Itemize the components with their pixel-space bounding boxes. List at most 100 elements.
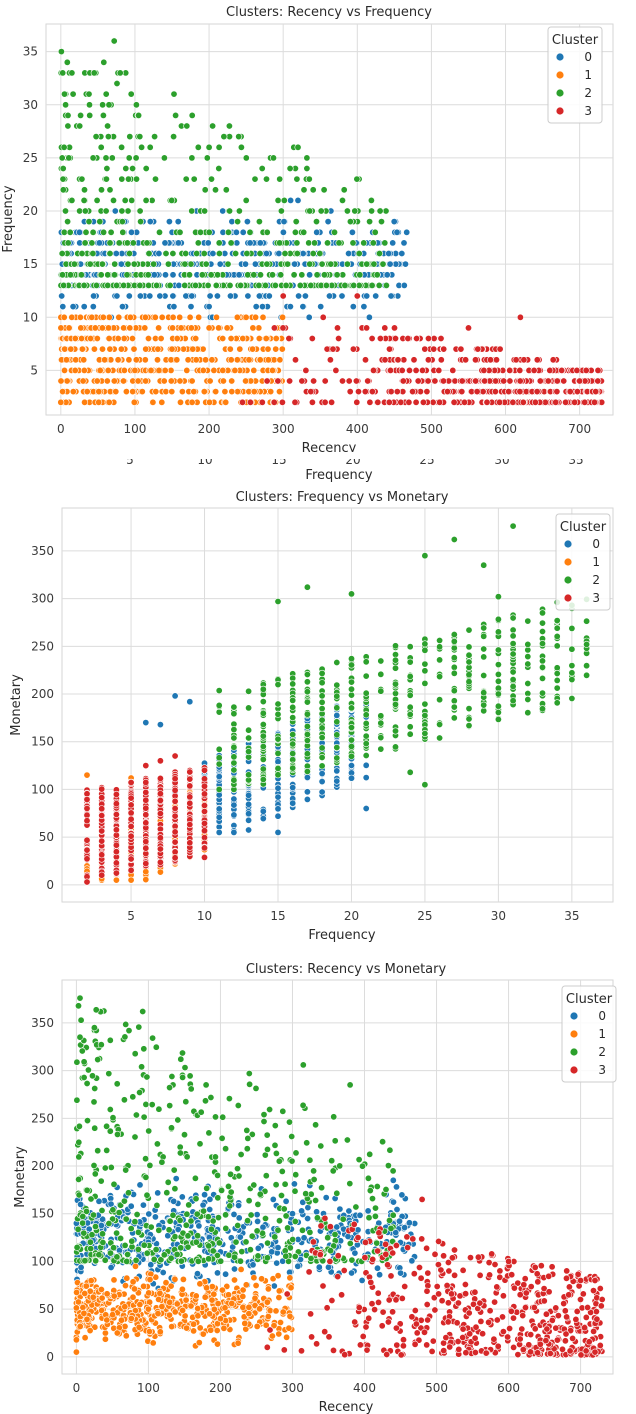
point-cluster-1 (93, 334, 101, 342)
point-cluster-1 (80, 356, 88, 364)
point-cluster-2 (494, 690, 502, 698)
point-cluster-2 (421, 660, 429, 668)
point-cluster-2 (89, 228, 97, 236)
point-cluster-0 (347, 774, 355, 782)
point-cluster-2 (406, 710, 414, 718)
point-cluster-3 (431, 377, 439, 385)
point-cluster-0 (178, 1193, 186, 1201)
point-cluster-1 (206, 377, 214, 385)
point-cluster-3 (345, 377, 353, 385)
point-cluster-1 (205, 324, 213, 332)
point-cluster-0 (259, 807, 267, 815)
point-cluster-0 (408, 1257, 416, 1265)
point-cluster-0 (214, 1269, 222, 1277)
point-cluster-0 (111, 207, 119, 215)
point-cluster-2 (289, 696, 297, 704)
point-cluster-0 (162, 271, 170, 279)
point-cluster-1 (57, 324, 65, 332)
point-cluster-2 (346, 218, 354, 226)
point-cluster-2 (450, 663, 458, 671)
point-cluster-0 (155, 250, 163, 258)
point-cluster-3 (127, 794, 135, 802)
point-cluster-3 (413, 334, 421, 342)
point-cluster-2 (97, 271, 105, 279)
point-cluster-3 (450, 398, 458, 406)
point-cluster-1 (176, 313, 184, 321)
point-cluster-2 (274, 681, 282, 689)
y-tick-label: 5 (30, 363, 38, 377)
overlapped-frequency-axis: 5 10 15 20 25 30 35 Frequency (60, 452, 620, 483)
point-cluster-2 (377, 687, 385, 695)
x-tick-label: 25 (417, 909, 432, 923)
point-cluster-0 (174, 239, 182, 247)
point-cluster-2 (121, 196, 129, 204)
legend-marker-3 (564, 594, 572, 602)
point-cluster-2 (150, 260, 158, 268)
point-cluster-2 (286, 165, 294, 173)
point-cluster-2 (93, 196, 101, 204)
point-cluster-1 (161, 366, 169, 374)
point-cluster-2 (450, 535, 458, 543)
point-cluster-3 (376, 334, 384, 342)
point-cluster-1 (278, 345, 286, 353)
point-cluster-0 (235, 1202, 243, 1210)
point-cluster-2 (118, 143, 126, 151)
legend-marker-0 (556, 53, 564, 61)
point-cluster-2 (318, 724, 326, 732)
point-cluster-3 (112, 800, 120, 808)
point-cluster-2 (111, 271, 119, 279)
point-cluster-1 (120, 377, 128, 385)
point-cluster-0 (294, 196, 302, 204)
point-cluster-3 (270, 398, 278, 406)
point-cluster-2 (93, 281, 101, 289)
point-cluster-2 (162, 250, 170, 258)
legend-marker-1 (556, 71, 564, 79)
point-cluster-2 (296, 281, 304, 289)
point-cluster-0 (175, 281, 183, 289)
point-cluster-0 (347, 761, 355, 769)
point-cluster-2 (268, 271, 276, 279)
point-cluster-2 (363, 260, 371, 268)
point-cluster-2 (494, 661, 502, 669)
point-cluster-0 (315, 1263, 323, 1271)
point-cluster-2 (85, 90, 93, 98)
y-axis-label: Frequency (1, 185, 16, 252)
point-cluster-2 (289, 740, 297, 748)
point-cluster-2 (215, 745, 223, 753)
point-cluster-1 (275, 388, 283, 396)
point-cluster-2 (371, 228, 379, 236)
point-cluster-0 (77, 1200, 85, 1208)
point-cluster-2 (524, 617, 532, 625)
point-cluster-3 (142, 838, 150, 846)
point-cluster-1 (195, 313, 203, 321)
point-cluster-2 (289, 764, 297, 772)
point-cluster-2 (318, 698, 326, 706)
point-cluster-2 (245, 748, 253, 756)
point-cluster-3 (590, 398, 598, 406)
point-cluster-3 (291, 356, 299, 364)
point-cluster-3 (562, 398, 570, 406)
point-cluster-2 (436, 673, 444, 681)
point-cluster-0 (274, 784, 282, 792)
point-cluster-2 (230, 743, 238, 751)
point-cluster-2 (182, 175, 190, 183)
point-cluster-1 (83, 388, 91, 396)
point-cluster-1 (81, 1334, 89, 1342)
point-cluster-2 (277, 207, 285, 215)
point-cluster-2 (450, 654, 458, 662)
point-cluster-1 (154, 356, 162, 364)
point-cluster-2 (436, 656, 444, 664)
point-cluster-3 (142, 804, 150, 812)
point-cluster-3 (171, 848, 179, 856)
point-cluster-2 (274, 764, 282, 772)
point-cluster-0 (58, 292, 66, 300)
point-cluster-1 (177, 324, 185, 332)
point-cluster-3 (414, 377, 422, 385)
point-cluster-2 (201, 186, 209, 194)
point-cluster-0 (119, 303, 127, 311)
point-cluster-2 (61, 207, 69, 215)
point-cluster-3 (83, 804, 91, 812)
point-cluster-0 (206, 1195, 214, 1203)
point-cluster-2 (127, 90, 135, 98)
